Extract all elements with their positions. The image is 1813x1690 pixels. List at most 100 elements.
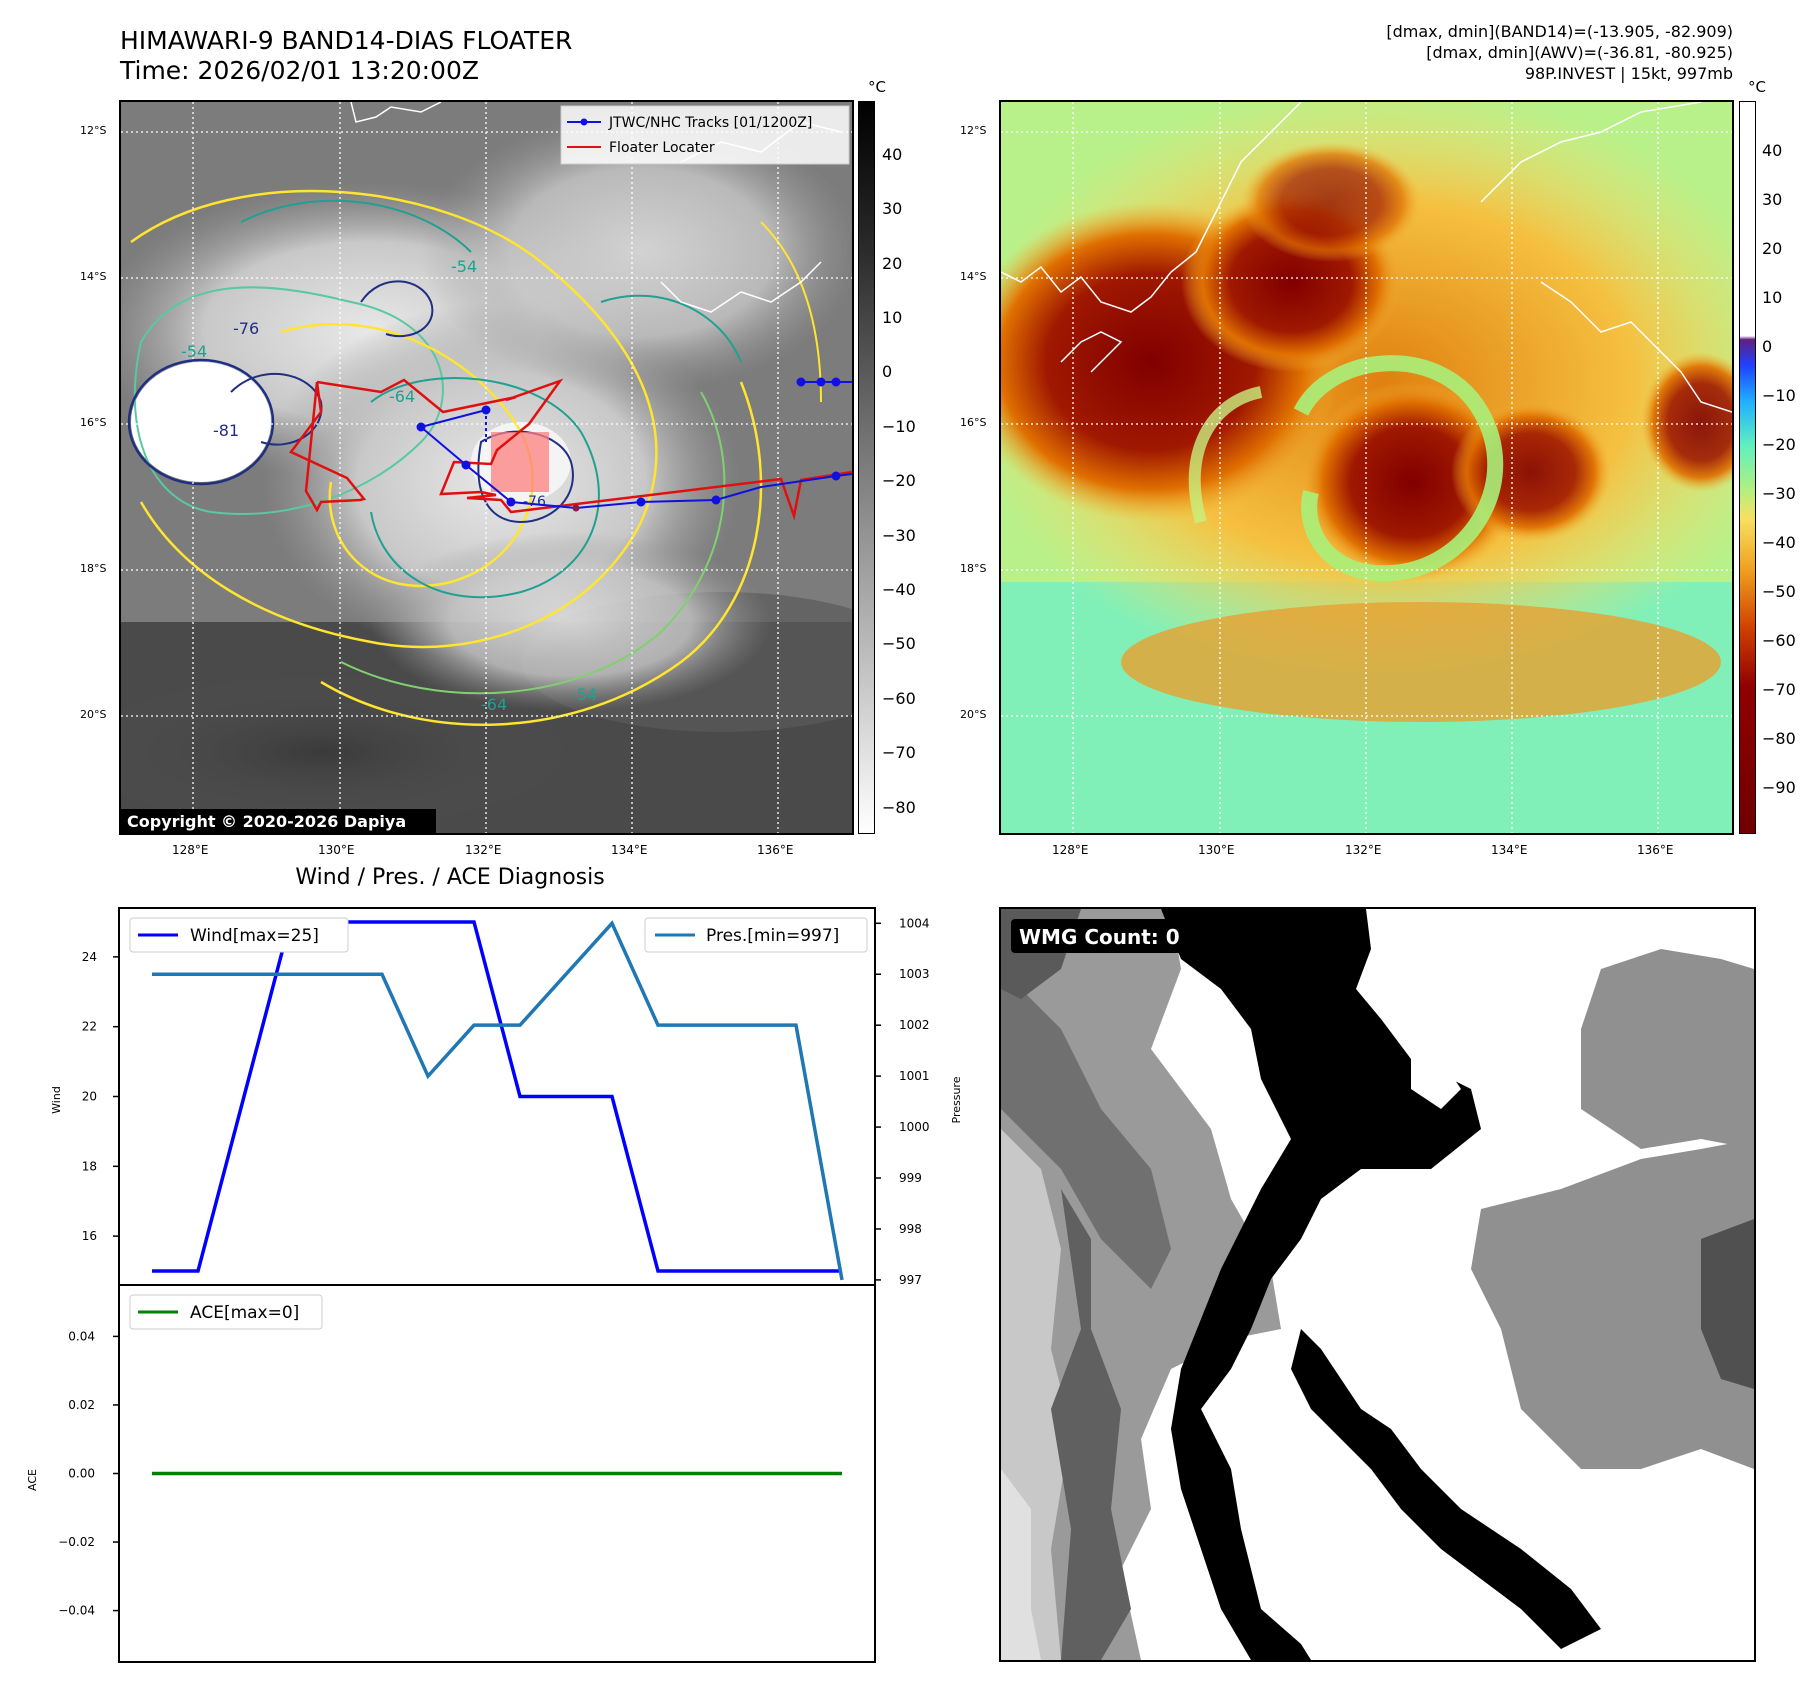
pres-axis-label: Pressure (950, 1076, 963, 1123)
pres-tick-label: 998 (899, 1222, 922, 1236)
contour-label: -81 (213, 421, 239, 440)
cbar-tick: −10 (1762, 386, 1796, 405)
ace-tick-label: 0.02 (68, 1398, 95, 1412)
copyright-label: Copyright © 2020-2026 Dapiya (127, 812, 406, 831)
contour-label: -54 (451, 257, 477, 276)
lon-label: 128°E (172, 843, 209, 857)
storm-info: 98P.INVEST | 15kt, 997mb (1524, 64, 1733, 83)
ace-tick-label: −0.04 (58, 1604, 95, 1618)
contour-label: -64 (481, 695, 507, 714)
cbar-tick: −20 (1762, 435, 1796, 454)
cbar-tick: −10 (882, 417, 916, 436)
colorbar-unit: °C (868, 78, 886, 96)
cbar-tick: 20 (882, 254, 903, 273)
lat-label: 12°S (80, 124, 107, 137)
cbar-tick: 20 (1762, 239, 1783, 258)
map-legend: JTWC/NHC Tracks [01/1200Z] Floater Locat… (560, 105, 850, 165)
lat-label: 20°S (960, 708, 987, 721)
cbar-tick: −60 (1762, 631, 1796, 650)
lat-label: 16°S (960, 416, 987, 429)
wmg-count-label: WMG Count: 0 (1019, 925, 1180, 949)
lon-label: 136°E (1637, 843, 1674, 857)
ace-tick-label: −0.02 (58, 1535, 95, 1549)
lat-label: 18°S (80, 562, 107, 575)
cbar-tick: −30 (1762, 484, 1796, 503)
lat-label: 20°S (80, 708, 107, 721)
cbar-tick: −40 (882, 580, 916, 599)
lat-label: 14°S (960, 270, 987, 283)
cbar-tick: −40 (1762, 533, 1796, 552)
cbar-tick: 0 (1762, 337, 1773, 356)
pres-tick-label: 999 (899, 1171, 922, 1185)
wmg-grid: WMG Count: 0 (1001, 909, 1754, 1660)
cbar-tick: −80 (882, 798, 916, 817)
diagnosis-charts: 161820222499799899910001001100210031004 … (26, 907, 963, 1663)
cbar-tick: −20 (882, 471, 916, 490)
pres-tick-label: 997 (899, 1273, 922, 1287)
pres-legend: Pres.[min=997] (644, 917, 868, 953)
legend-track: JTWC/NHC Tracks [01/1200Z] (608, 115, 812, 131)
pres-line (152, 920, 844, 1281)
cbar-tick: 10 (882, 308, 903, 327)
dmax-awv: [dmax, dmin](AWV)=(-36.81, -80.925) (1426, 43, 1733, 62)
ace-legend: ACE[max=0] (129, 1294, 323, 1330)
contour-label: -54 (571, 685, 597, 704)
pres-tick-label: 1001 (899, 1069, 930, 1083)
ace-legend-label: ACE[max=0] (190, 1303, 299, 1323)
wind-legend: Wind[max=25] (129, 917, 349, 953)
wmg-panel: WMG Count: 0 (999, 907, 1756, 1662)
wind-tick-label: 24 (82, 950, 97, 964)
cbar-tick: 30 (1762, 190, 1783, 209)
colorbar-right (1739, 101, 1756, 834)
band14-map: -76 -81 -54 -64 -76 -54 -64 -54 (121, 102, 852, 833)
band14-map-panel: -76 -81 -54 -64 -76 -54 -64 -54 (119, 100, 854, 835)
ace-tick-label: 0.00 (68, 1467, 95, 1481)
cbar-tick: −70 (882, 743, 916, 762)
awv-map-panel (999, 100, 1734, 835)
wind-tick-label: 18 (82, 1159, 97, 1173)
lon-label: 136°E (757, 843, 794, 857)
cbar-tick: −90 (1762, 778, 1796, 797)
cbar-tick: 0 (882, 362, 893, 381)
ace-axis-label: ACE (26, 1469, 39, 1491)
figure-time: Time: 2026/02/01 13:20:00Z (120, 56, 479, 85)
awv-map (1001, 102, 1732, 833)
cbar-tick: −30 (882, 526, 916, 545)
contour-label: -64 (389, 387, 415, 406)
legend-floater: Floater Locater (609, 140, 715, 156)
wind-line (152, 920, 842, 1273)
dmax-band14: [dmax, dmin](BAND14)=(-13.905, -82.909) (1386, 22, 1733, 41)
figure-title: HIMAWARI-9 BAND14-DIAS FLOATER (120, 26, 573, 55)
wind-tick-label: 22 (82, 1020, 97, 1034)
lon-label: 134°E (611, 843, 648, 857)
cbar-tick: −70 (1762, 680, 1796, 699)
cbar-tick: −80 (1762, 729, 1796, 748)
wind-pres-axes (118, 907, 876, 1286)
colorbar-left (858, 101, 875, 834)
wind-tick-label: 20 (82, 1090, 97, 1104)
contour-label: -76 (523, 494, 546, 510)
diagnosis-title: Wind / Pres. / ACE Diagnosis (295, 865, 605, 890)
cbar-tick: 30 (882, 199, 903, 218)
cbar-tick: 40 (1762, 141, 1783, 160)
lat-label: 12°S (960, 124, 987, 137)
cbar-tick: −50 (1762, 582, 1796, 601)
cbar-tick: −60 (882, 689, 916, 708)
ace-tick-label: 0.04 (68, 1329, 95, 1343)
pres-tick-label: 1003 (899, 967, 930, 981)
lat-label: 14°S (80, 270, 107, 283)
cbar-tick: 10 (1762, 288, 1783, 307)
cbar-tick: 40 (882, 145, 903, 164)
contour-label: -76 (233, 319, 259, 338)
lat-label: 18°S (960, 562, 987, 575)
pres-tick-label: 1004 (899, 916, 930, 930)
cbar-tick: −50 (882, 634, 916, 653)
wind-axis-label: Wind (50, 1086, 63, 1114)
lon-label: 130°E (318, 843, 355, 857)
pres-legend-label: Pres.[min=997] (706, 926, 839, 946)
lon-label: 130°E (1198, 843, 1235, 857)
lon-label: 132°E (465, 843, 502, 857)
lat-label: 16°S (80, 416, 107, 429)
lon-label: 128°E (1052, 843, 1089, 857)
pres-tick-label: 1000 (899, 1120, 930, 1134)
